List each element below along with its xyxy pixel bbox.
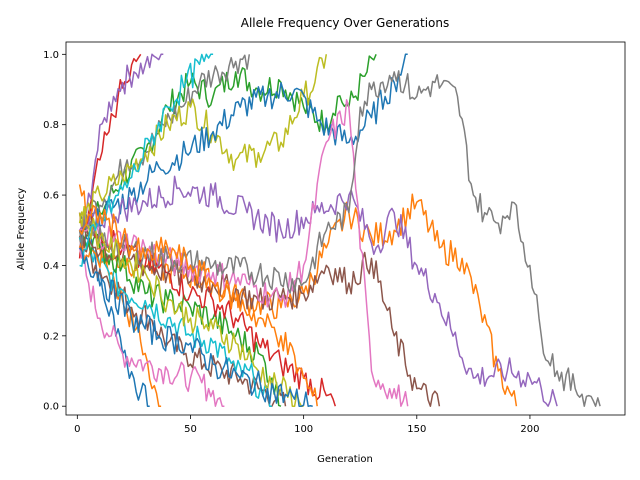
series-line-16 (78, 226, 441, 407)
x-tick-label: 0 (74, 424, 80, 435)
x-tick-label: 100 (294, 424, 313, 435)
y-tick-label: 0.8 (43, 120, 59, 131)
series-line-20 (79, 53, 214, 267)
series-layer (78, 53, 601, 407)
series-line-18 (78, 70, 601, 407)
series-line-19 (78, 205, 304, 407)
series-line-15 (78, 175, 558, 407)
series-line-5 (78, 53, 164, 249)
y-axis: 0.0 0.2 0.4 0.6 0.8 1.0 (43, 50, 66, 413)
y-tick-label: 0.2 (43, 331, 59, 342)
plot-frame (65, 41, 626, 416)
series-line-11 (78, 53, 408, 242)
y-tick-label: 1.0 (43, 50, 59, 61)
series-line-21 (79, 247, 313, 407)
x-axis: 0 50 100 150 200 (74, 415, 539, 435)
y-axis-label: Allele Frequency (16, 188, 27, 270)
x-tick-label: 150 (407, 424, 426, 435)
series-line-17 (79, 99, 409, 407)
x-tick-label: 50 (184, 424, 197, 435)
series-line-9 (78, 54, 328, 224)
chart-title: Allele Frequency Over Generations (241, 16, 449, 30)
y-tick-label: 0.0 (43, 402, 59, 413)
x-tick-label: 200 (520, 424, 539, 435)
series-line-10 (78, 237, 272, 407)
series-line-13 (79, 229, 282, 407)
y-tick-label: 0.4 (43, 261, 59, 272)
series-line-22 (78, 204, 318, 407)
series-line-7 (78, 247, 225, 407)
x-axis-label: Generation (317, 454, 373, 465)
y-tick-label: 0.6 (43, 191, 59, 202)
